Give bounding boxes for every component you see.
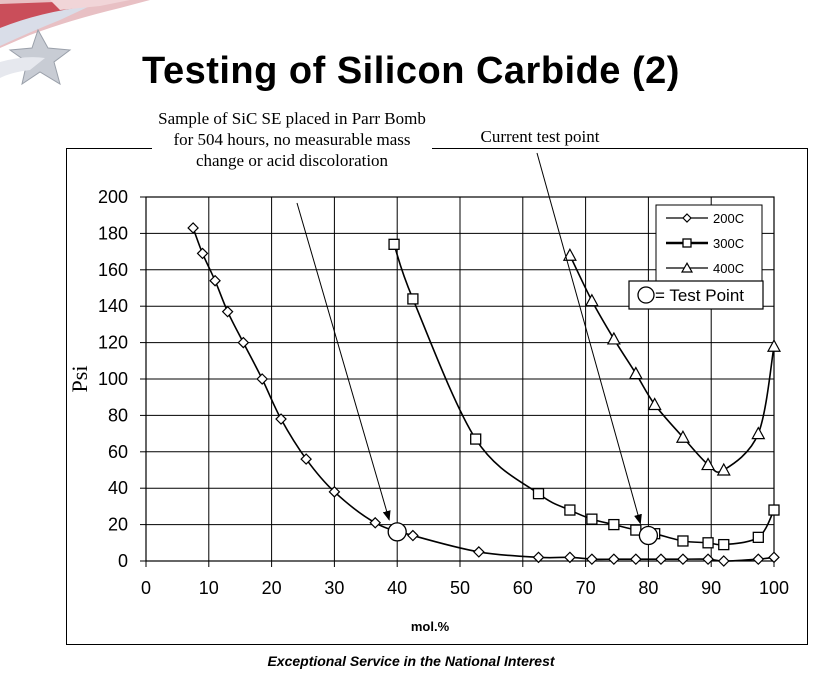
series-400C-point <box>628 366 643 380</box>
series-200C-point <box>300 453 312 465</box>
series-400C-point <box>647 397 662 411</box>
footer-tagline: Exceptional Service in the National Inte… <box>267 653 555 669</box>
y-tick-label: 120 <box>98 333 128 353</box>
legend-200C-label: 200C <box>713 211 744 226</box>
series-200C-point <box>608 553 620 566</box>
series-200C-point <box>237 336 250 349</box>
test-point-circle <box>387 522 407 542</box>
x-tick-label: 10 <box>199 578 219 598</box>
series-200C-point <box>407 529 419 542</box>
test-point-legend-label: = Test Point <box>655 286 744 305</box>
y-tick-label: 160 <box>98 260 128 280</box>
series-400C-point <box>751 426 766 440</box>
series-200C-point <box>677 553 689 566</box>
y-tick-label: 20 <box>108 515 128 535</box>
y-tick-label: 180 <box>98 223 128 243</box>
legend-300C-label: 300C <box>713 236 744 251</box>
legend-400C-marker <box>680 261 694 273</box>
series-300C-point <box>718 538 730 551</box>
x-tick-label: 60 <box>513 578 533 598</box>
series-200C-point <box>256 373 269 385</box>
series-200C-point <box>472 546 485 558</box>
series-200C-point <box>275 413 287 425</box>
legend-200C-marker <box>682 213 692 223</box>
series-400C-line <box>569 254 775 473</box>
y-tick-label: 60 <box>108 442 128 462</box>
series-300C-point <box>702 537 714 549</box>
test-point-legend-circle <box>637 286 655 304</box>
series-400C-point <box>562 247 577 261</box>
plot-border <box>145 196 775 562</box>
x-tick-label: 50 <box>450 578 470 598</box>
series-300C-point <box>677 535 689 547</box>
x-tick-label: 90 <box>701 578 721 598</box>
series-200C-point <box>702 553 714 566</box>
series-400C-point <box>766 338 782 352</box>
series-200C-point <box>629 553 642 566</box>
x-axis-label: mol.% <box>411 619 450 634</box>
series-300C-point <box>586 513 598 525</box>
legend-300C-marker <box>682 238 692 248</box>
series-200C-point <box>369 516 382 529</box>
series-200C-point <box>196 247 209 260</box>
x-tick-label: 70 <box>576 578 596 598</box>
x-tick-label: 30 <box>324 578 344 598</box>
series-300C-point <box>768 504 780 516</box>
series-200C-point <box>586 553 598 566</box>
series-200C-point <box>221 305 234 318</box>
x-tick-label: 40 <box>387 578 407 598</box>
slide-title: Testing of Silicon Carbide (2) <box>142 50 680 92</box>
legend-400C-label: 400C <box>713 261 744 276</box>
series-200C-point <box>187 222 199 234</box>
y-tick-label: 40 <box>108 478 128 498</box>
series-200C-point <box>768 551 780 564</box>
series-200C-point <box>752 553 765 566</box>
series-300C-point <box>532 488 545 500</box>
y-tick-label: 200 <box>98 187 128 207</box>
series-300C-point <box>608 518 620 531</box>
series-300C-point <box>407 293 419 305</box>
x-tick-label: 0 <box>141 578 151 598</box>
series-200C-point <box>328 485 341 498</box>
series-400C-point <box>716 462 731 476</box>
series-400C-point <box>606 331 621 345</box>
y-tick-label: 0 <box>118 551 128 571</box>
chart-frame: 0 10 20 30 40 50 60 70 80 90 100 0 20 40 60 80 100 120 140… <box>66 148 808 645</box>
series-200C-point <box>532 551 545 564</box>
series-300C-point <box>388 238 400 250</box>
chart: 0 10 20 30 40 50 60 70 80 90 100 0 20 40 60 80 100 120 140… <box>67 152 789 634</box>
series-300C-point <box>752 531 764 543</box>
series-400C-point <box>701 457 716 471</box>
series-200C-point <box>564 551 576 564</box>
annotation-current-test-point: Current test point <box>462 126 618 147</box>
annotation-arrow <box>536 152 642 525</box>
series-400C-point <box>675 429 690 443</box>
flag-star-logo <box>0 0 150 86</box>
annotation-arrow <box>296 202 391 521</box>
x-tick-label: 20 <box>262 578 282 598</box>
y-tick-label: 80 <box>108 405 128 425</box>
y-tick-label: 100 <box>98 369 128 389</box>
series-200C-point <box>717 555 730 567</box>
y-tick-label: 140 <box>98 296 128 316</box>
x-tick-label: 100 <box>759 578 789 598</box>
y-axis-label: Psi <box>67 366 92 393</box>
test-point-circle <box>638 525 659 546</box>
series-200C-point <box>655 553 667 566</box>
annotation-parr-bomb: Sample of SiC SE placed in Parr Bomb for… <box>152 108 432 171</box>
series-300C-point <box>564 504 576 516</box>
x-tick-label: 80 <box>638 578 658 598</box>
series-300C-point <box>470 433 482 445</box>
series-200C-point <box>209 274 221 287</box>
series-400C-point <box>584 293 599 307</box>
